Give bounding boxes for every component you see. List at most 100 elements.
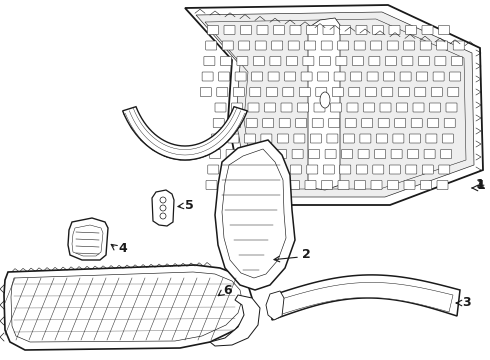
FancyBboxPatch shape <box>378 118 389 127</box>
FancyBboxPatch shape <box>248 103 259 112</box>
FancyBboxPatch shape <box>224 26 235 35</box>
FancyBboxPatch shape <box>275 149 287 158</box>
FancyBboxPatch shape <box>340 165 351 174</box>
FancyBboxPatch shape <box>374 149 386 158</box>
FancyBboxPatch shape <box>356 26 367 35</box>
Polygon shape <box>152 190 174 226</box>
FancyBboxPatch shape <box>371 180 382 189</box>
FancyBboxPatch shape <box>413 103 424 112</box>
FancyBboxPatch shape <box>246 118 257 127</box>
FancyBboxPatch shape <box>387 41 398 50</box>
FancyBboxPatch shape <box>206 180 217 189</box>
FancyBboxPatch shape <box>294 134 305 143</box>
FancyBboxPatch shape <box>358 149 369 158</box>
FancyBboxPatch shape <box>239 180 250 189</box>
Ellipse shape <box>320 92 330 108</box>
Circle shape <box>160 213 166 219</box>
FancyBboxPatch shape <box>272 180 283 189</box>
FancyBboxPatch shape <box>404 41 415 50</box>
FancyBboxPatch shape <box>297 103 309 112</box>
FancyBboxPatch shape <box>426 134 437 143</box>
FancyBboxPatch shape <box>241 165 252 174</box>
FancyBboxPatch shape <box>202 72 213 81</box>
FancyBboxPatch shape <box>408 149 418 158</box>
FancyBboxPatch shape <box>257 165 269 174</box>
Text: 1: 1 <box>477 179 486 192</box>
FancyBboxPatch shape <box>369 57 380 66</box>
FancyBboxPatch shape <box>356 165 368 174</box>
FancyBboxPatch shape <box>241 26 251 35</box>
Polygon shape <box>266 291 284 320</box>
FancyBboxPatch shape <box>235 72 246 81</box>
FancyBboxPatch shape <box>367 72 378 81</box>
Polygon shape <box>196 12 474 197</box>
FancyBboxPatch shape <box>400 72 411 81</box>
Circle shape <box>160 197 166 203</box>
FancyBboxPatch shape <box>239 41 250 50</box>
Polygon shape <box>222 149 286 278</box>
FancyBboxPatch shape <box>384 72 394 81</box>
FancyBboxPatch shape <box>303 57 314 66</box>
FancyBboxPatch shape <box>352 57 364 66</box>
Text: 3: 3 <box>462 297 470 310</box>
FancyBboxPatch shape <box>220 57 231 66</box>
FancyBboxPatch shape <box>265 103 275 112</box>
Polygon shape <box>215 140 295 290</box>
FancyBboxPatch shape <box>226 149 237 158</box>
Text: 4: 4 <box>118 242 127 255</box>
FancyBboxPatch shape <box>420 180 432 189</box>
FancyBboxPatch shape <box>389 26 400 35</box>
FancyBboxPatch shape <box>279 118 290 127</box>
FancyBboxPatch shape <box>259 149 270 158</box>
Polygon shape <box>185 5 483 205</box>
FancyBboxPatch shape <box>439 165 450 174</box>
FancyBboxPatch shape <box>404 180 415 189</box>
FancyBboxPatch shape <box>301 72 312 81</box>
FancyBboxPatch shape <box>270 57 281 66</box>
Polygon shape <box>205 19 466 189</box>
Polygon shape <box>11 272 242 342</box>
FancyBboxPatch shape <box>334 72 345 81</box>
FancyBboxPatch shape <box>342 149 353 158</box>
FancyBboxPatch shape <box>395 118 406 127</box>
FancyBboxPatch shape <box>393 134 404 143</box>
FancyBboxPatch shape <box>309 149 319 158</box>
FancyBboxPatch shape <box>243 149 254 158</box>
FancyBboxPatch shape <box>288 41 299 50</box>
FancyBboxPatch shape <box>231 103 243 112</box>
FancyBboxPatch shape <box>349 87 360 96</box>
FancyBboxPatch shape <box>245 134 255 143</box>
Polygon shape <box>278 282 453 315</box>
FancyBboxPatch shape <box>210 149 220 158</box>
FancyBboxPatch shape <box>255 180 267 189</box>
FancyBboxPatch shape <box>398 87 409 96</box>
FancyBboxPatch shape <box>292 149 303 158</box>
FancyBboxPatch shape <box>391 149 402 158</box>
FancyBboxPatch shape <box>204 57 215 66</box>
Text: 5: 5 <box>185 198 194 212</box>
FancyBboxPatch shape <box>208 165 219 174</box>
FancyBboxPatch shape <box>431 87 442 96</box>
FancyBboxPatch shape <box>410 134 420 143</box>
FancyBboxPatch shape <box>323 26 334 35</box>
FancyBboxPatch shape <box>327 134 338 143</box>
FancyBboxPatch shape <box>416 72 428 81</box>
FancyBboxPatch shape <box>433 72 444 81</box>
FancyBboxPatch shape <box>441 149 452 158</box>
FancyBboxPatch shape <box>439 26 449 35</box>
FancyBboxPatch shape <box>219 72 230 81</box>
FancyBboxPatch shape <box>310 134 321 143</box>
FancyBboxPatch shape <box>428 118 439 127</box>
FancyBboxPatch shape <box>224 165 235 174</box>
FancyBboxPatch shape <box>364 103 374 112</box>
FancyBboxPatch shape <box>362 118 373 127</box>
FancyBboxPatch shape <box>255 41 266 50</box>
FancyBboxPatch shape <box>312 118 323 127</box>
FancyBboxPatch shape <box>354 41 365 50</box>
FancyBboxPatch shape <box>251 72 263 81</box>
FancyBboxPatch shape <box>415 87 426 96</box>
FancyBboxPatch shape <box>330 103 342 112</box>
FancyBboxPatch shape <box>389 165 400 174</box>
Text: 6: 6 <box>223 284 232 297</box>
FancyBboxPatch shape <box>314 103 325 112</box>
